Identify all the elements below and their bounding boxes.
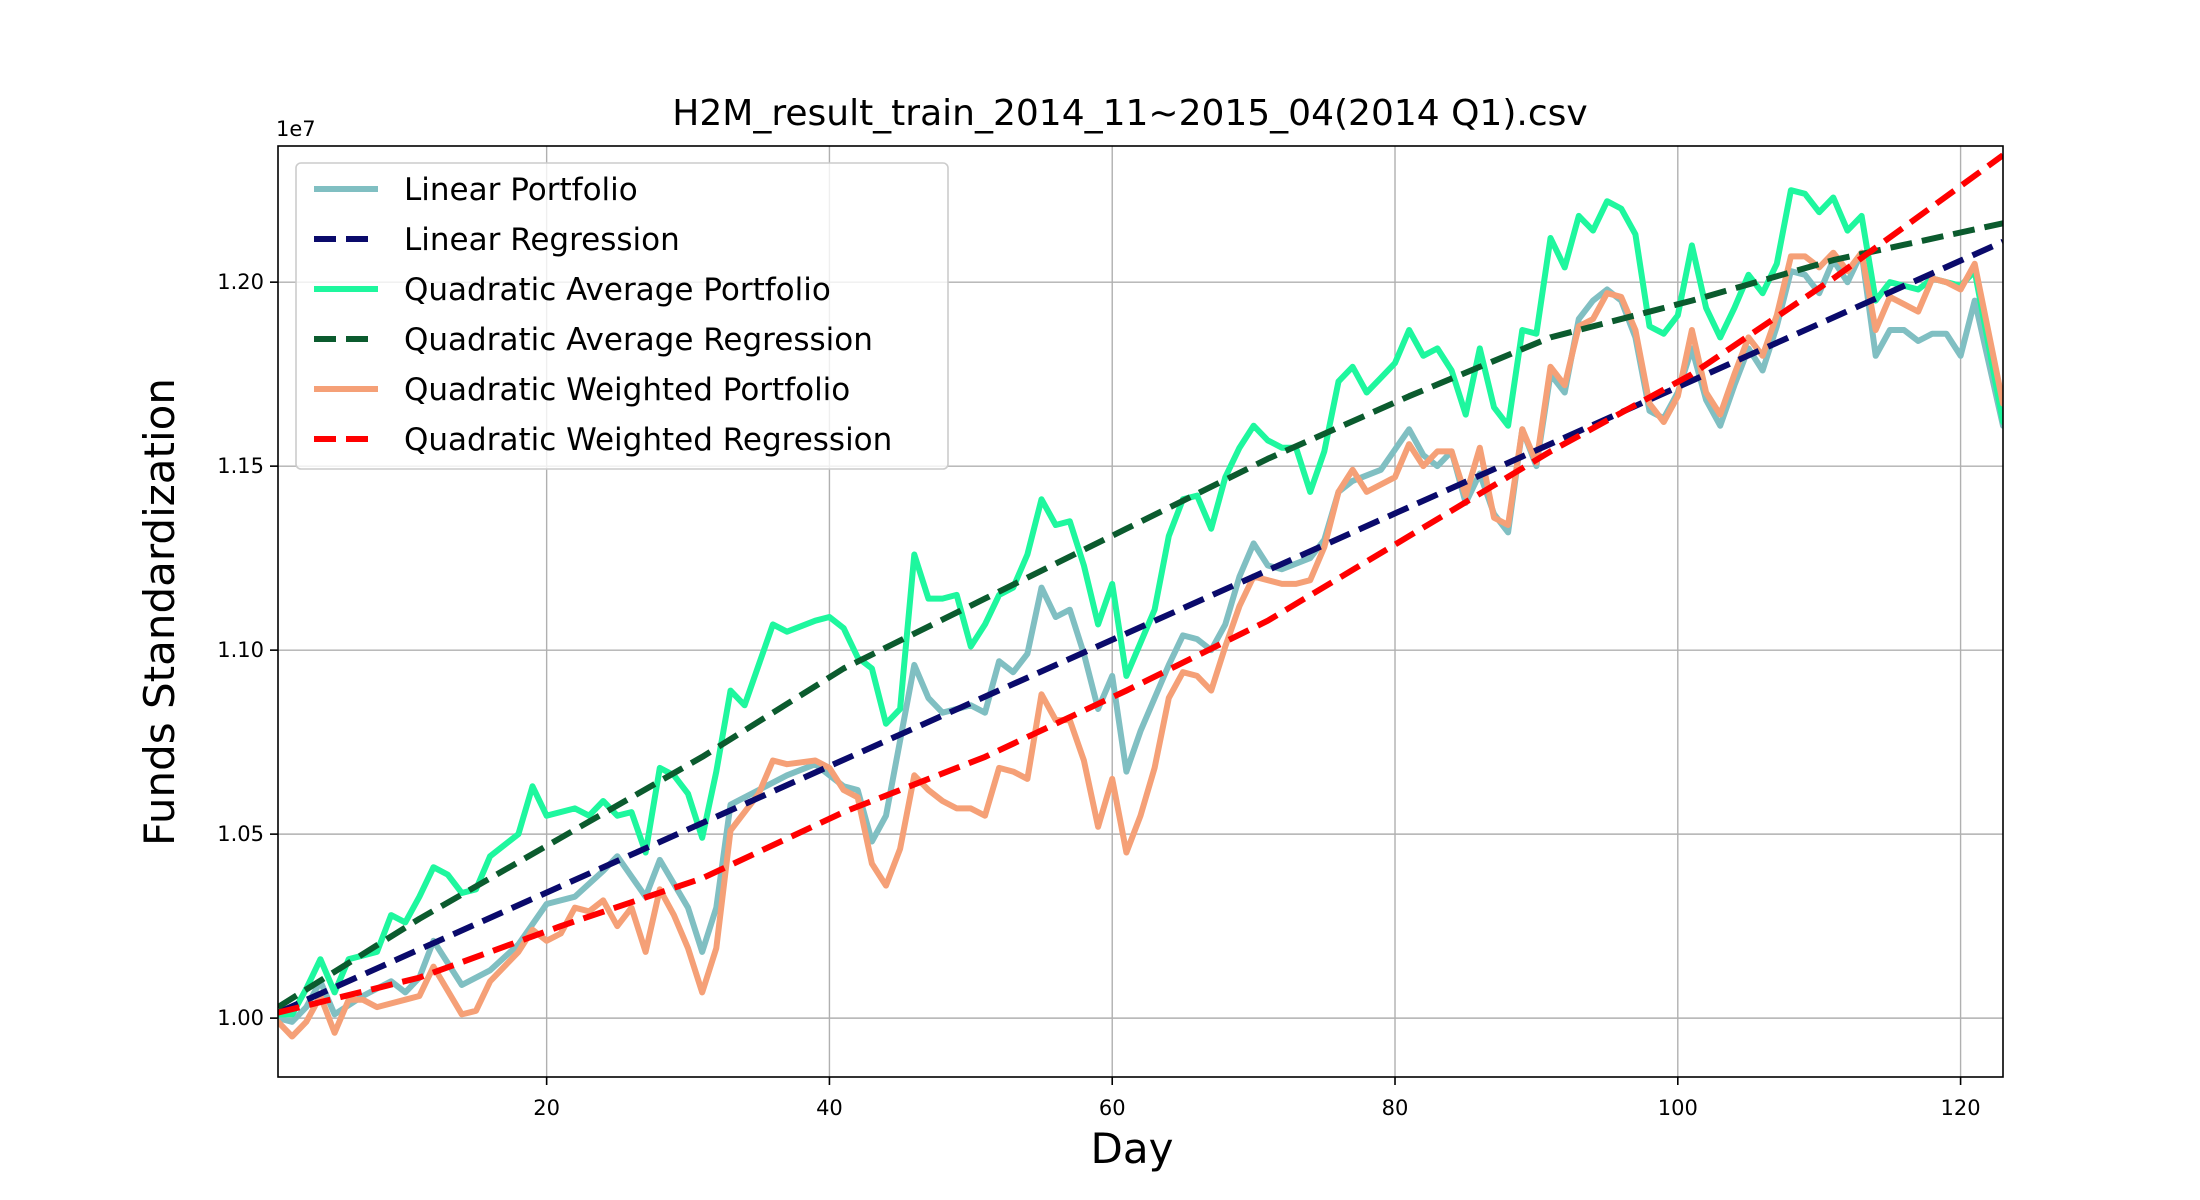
legend-label: Quadratic Weighted Regression — [404, 422, 892, 458]
series-layer — [278, 152, 2003, 1040]
x-tick-label: 80 — [1382, 1096, 1409, 1120]
legend: Linear Portfolio Linear Regression Quadrat… — [295, 162, 949, 470]
y-axis: 1.00 1.05 1.10 1.15 1.20 — [217, 270, 278, 1030]
legend-box — [295, 162, 949, 470]
y-tick-label: 1.15 — [217, 454, 264, 478]
legend-label: Quadratic Average Regression — [404, 322, 873, 358]
plot-frame — [277, 145, 2004, 1078]
legend-label: Linear Portfolio — [404, 172, 638, 208]
chart-title: H2M_result_train_2014_11~2015_04(2014 Q1… — [672, 93, 1587, 134]
y-axis-label: Funds Standardization — [135, 378, 184, 846]
y-tick-label: 1.05 — [217, 822, 264, 846]
series-line-quadratic-average-regression — [278, 220, 2003, 1010]
series-line-quadratic-average-portfolio — [278, 187, 2003, 1018]
y-tick-label: 1.10 — [217, 638, 264, 662]
series-line-quadratic-weighted-portfolio — [278, 249, 2003, 1040]
x-tick-label: 120 — [1941, 1096, 1981, 1120]
x-tick-label: 60 — [1099, 1096, 1126, 1120]
x-axis: 20 40 60 80 100 120 — [533, 1077, 1981, 1120]
legend-label: Quadratic Average Portfolio — [404, 272, 831, 308]
y-tick-label: 1.00 — [217, 1006, 264, 1030]
series-line-quadratic-weighted-regression — [278, 152, 2003, 1016]
series-line-linear-regression — [278, 238, 2003, 1016]
x-axis-label: Day — [1091, 1124, 1174, 1173]
legend-label: Quadratic Weighted Portfolio — [404, 372, 850, 408]
legend-label: Linear Regression — [404, 222, 680, 258]
x-tick-label: 20 — [533, 1096, 560, 1120]
x-tick-label: 100 — [1658, 1096, 1698, 1120]
y-offset-label: 1e7 — [276, 117, 316, 141]
x-tick-label: 40 — [816, 1096, 843, 1120]
y-tick-label: 1.20 — [217, 270, 264, 294]
